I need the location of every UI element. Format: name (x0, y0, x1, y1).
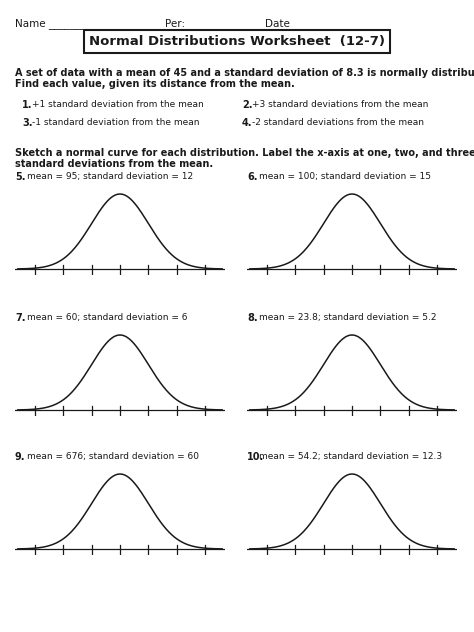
Text: 1.: 1. (22, 100, 33, 110)
Text: A set of data with a mean of 45 and a standard deviation of 8.3 is normally dist: A set of data with a mean of 45 and a st… (15, 68, 474, 78)
Text: +1 standard deviation from the mean: +1 standard deviation from the mean (32, 100, 204, 109)
Text: -1 standard deviation from the mean: -1 standard deviation from the mean (32, 118, 200, 127)
Text: 9.: 9. (15, 452, 26, 462)
Text: mean = 95; standard deviation = 12: mean = 95; standard deviation = 12 (27, 172, 193, 181)
Text: -2 standard deviations from the mean: -2 standard deviations from the mean (252, 118, 424, 127)
Text: Sketch a normal curve for each distribution. Label the x-axis at one, two, and t: Sketch a normal curve for each distribut… (15, 148, 474, 158)
Text: 6.: 6. (247, 172, 257, 182)
Text: 2.: 2. (242, 100, 253, 110)
Text: 5.: 5. (15, 172, 26, 182)
Text: Per: _________: Per: _________ (165, 18, 236, 29)
Text: mean = 676; standard deviation = 60: mean = 676; standard deviation = 60 (27, 452, 199, 461)
Text: mean = 54.2; standard deviation = 12.3: mean = 54.2; standard deviation = 12.3 (259, 452, 442, 461)
Text: standard deviations from the mean.: standard deviations from the mean. (15, 159, 213, 169)
Text: 4.: 4. (242, 118, 253, 128)
Text: mean = 23.8; standard deviation = 5.2: mean = 23.8; standard deviation = 5.2 (259, 313, 437, 322)
Text: 8.: 8. (247, 313, 258, 323)
Text: +3 standard deviations from the mean: +3 standard deviations from the mean (252, 100, 428, 109)
Text: Normal Distributions Worksheet  (12-7): Normal Distributions Worksheet (12-7) (89, 35, 385, 48)
Text: Find each value, given its distance from the mean.: Find each value, given its distance from… (15, 79, 295, 89)
Text: mean = 100; standard deviation = 15: mean = 100; standard deviation = 15 (259, 172, 431, 181)
Text: 7.: 7. (15, 313, 26, 323)
Text: mean = 60; standard deviation = 6: mean = 60; standard deviation = 6 (27, 313, 188, 322)
Text: Name ___________________: Name ___________________ (15, 18, 149, 29)
Text: Date ____________: Date ____________ (265, 18, 356, 29)
Text: 10.: 10. (247, 452, 264, 462)
Text: 3.: 3. (22, 118, 33, 128)
